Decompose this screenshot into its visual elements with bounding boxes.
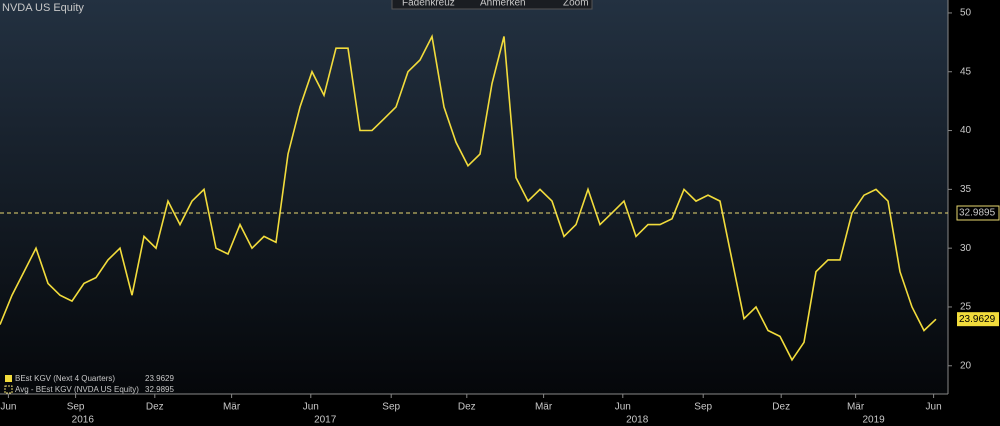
- year-label: 2016: [72, 415, 95, 426]
- last-value-label: 23.9629: [959, 314, 996, 325]
- axis-background: [948, 0, 1000, 394]
- x-tick-label: Mär: [847, 402, 865, 413]
- year-label: 2018: [626, 415, 649, 426]
- y-tick-label: 30: [960, 243, 972, 254]
- x-tick-label: Mär: [535, 402, 553, 413]
- toolbar: Fadenkreuz Anmerken Zoom: [391, 0, 593, 10]
- average-value-label: 32.9895: [959, 208, 996, 219]
- x-tick-label: Mär: [223, 402, 241, 413]
- x-tick-label: Sep: [694, 402, 712, 413]
- x-tick-label: Jun: [303, 402, 319, 413]
- y-tick-label: 40: [960, 125, 972, 136]
- year-label: 2019: [862, 415, 885, 426]
- toolbar-box: [391, 0, 593, 10]
- x-tick-label: Dez: [146, 402, 164, 413]
- y-tick-label: 20: [960, 360, 972, 371]
- legend-value: 32.9895: [145, 385, 174, 394]
- chart-title: NVDA US Equity: [2, 2, 84, 14]
- legend-swatch: [4, 385, 13, 394]
- y-tick-label: 45: [960, 66, 972, 77]
- legend-value: 23.9629: [145, 374, 174, 383]
- y-tick-label: 50: [960, 8, 972, 19]
- toolbar-button[interactable]: Zoom: [563, 0, 589, 9]
- average-value-box: [956, 205, 1000, 221]
- x-tick-label: Sep: [382, 402, 400, 413]
- legend-label: Avg - BEst KGV (NVDA US Equity): [15, 385, 139, 394]
- x-tick-label: Dez: [458, 402, 476, 413]
- x-tick-label: Sep: [67, 402, 85, 413]
- last-value-box: [957, 312, 999, 327]
- y-tick-label: 35: [960, 184, 972, 195]
- x-tick-label: Jun: [926, 402, 942, 413]
- toolbar-button[interactable]: Fadenkreuz: [402, 0, 455, 9]
- toolbar-button[interactable]: Anmerken: [480, 0, 526, 9]
- legend-label: BEst KGV (Next 4 Quarters): [15, 374, 115, 383]
- plot-background: [0, 0, 948, 394]
- x-tick-label: Jun: [0, 402, 16, 413]
- series-line: [0, 33, 937, 362]
- year-label: 2017: [314, 415, 337, 426]
- legend: BEst KGV (Next 4 Quarters) 23.9629 Avg -…: [4, 374, 174, 394]
- x-tick-label: Dez: [772, 402, 790, 413]
- y-tick-label: 25: [960, 302, 972, 313]
- x-tick-label: Jun: [615, 402, 631, 413]
- legend-swatch: [5, 375, 12, 382]
